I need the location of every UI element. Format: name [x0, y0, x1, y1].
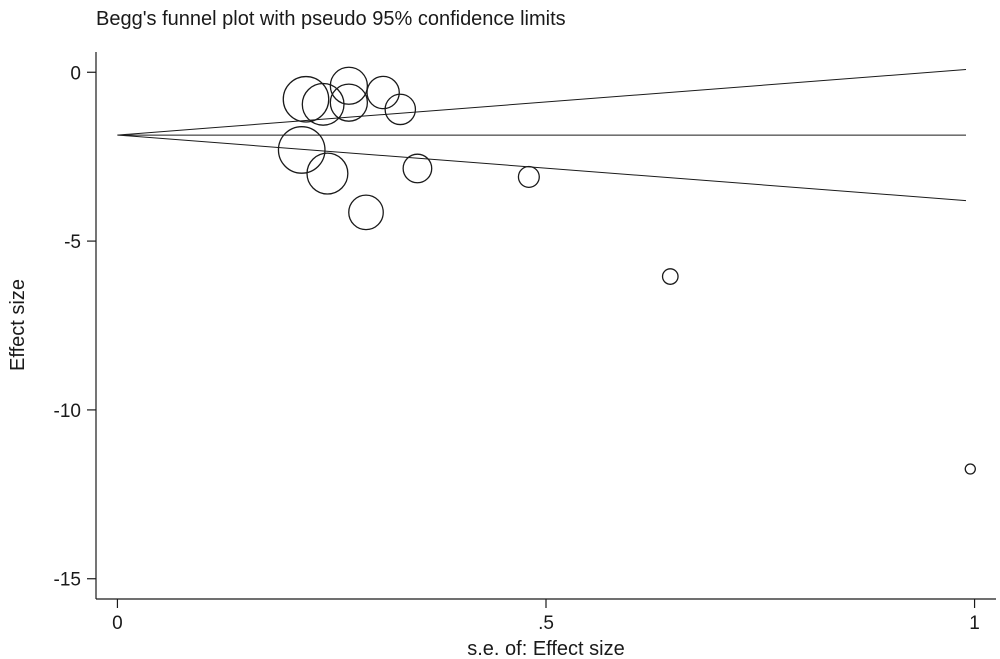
y-tick-label: -5 — [64, 232, 81, 253]
study-point — [366, 75, 400, 110]
study-point — [964, 463, 976, 475]
x-tick-label: 0 — [112, 613, 123, 634]
y-tick-label: -15 — [54, 570, 81, 591]
y-axis-title: Effect size — [7, 279, 29, 371]
x-axis-ticks: 0.5 1 — [112, 599, 980, 634]
chart-title: Begg's funnel plot with pseudo 95% confi… — [96, 8, 566, 30]
study-point — [329, 66, 369, 105]
upper-confidence-limit — [117, 69, 967, 136]
y-tick-label: 0 — [70, 63, 81, 84]
study-point — [661, 268, 679, 285]
x-axis-title: s.e. of: Effect size — [467, 638, 624, 659]
study-point — [301, 82, 345, 126]
study-point — [282, 75, 330, 123]
lower-confidence-limit — [117, 134, 967, 202]
x-tick-label: 1 — [969, 613, 980, 634]
study-point — [329, 83, 369, 122]
y-axis-ticks: 0 -5 -10 -15 — [54, 63, 96, 591]
y-tick-label: -10 — [54, 401, 81, 422]
study-point — [348, 194, 384, 231]
study-point — [402, 153, 433, 184]
funnel-lines — [117, 69, 967, 202]
study-point — [384, 93, 417, 126]
study-point — [517, 165, 540, 188]
study-point — [306, 152, 349, 195]
study-point — [277, 126, 326, 174]
study-points — [277, 66, 976, 475]
x-tick-label: .5 — [538, 613, 554, 634]
